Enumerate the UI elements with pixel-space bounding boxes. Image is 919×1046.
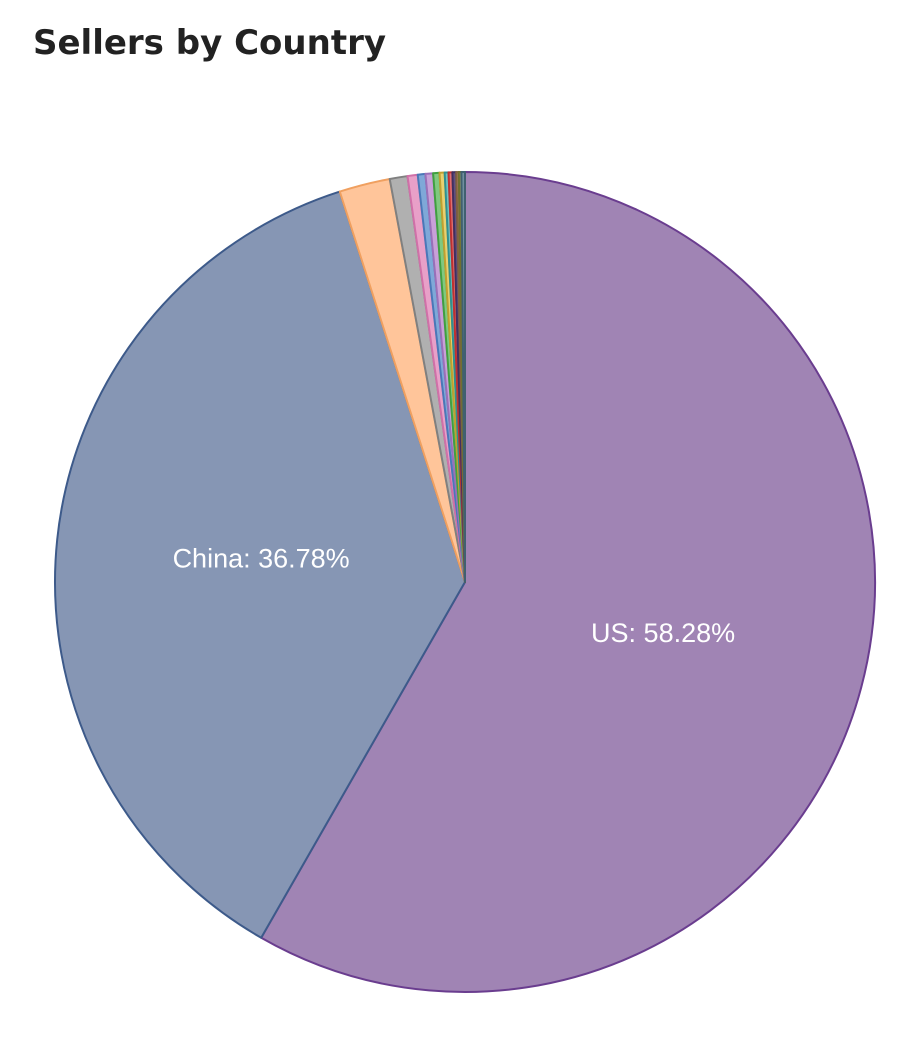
chart-title: Sellers by Country [33,23,386,63]
data-label: China: 36.78% [173,544,350,574]
pie-slice [260,171,876,993]
pie-slice [460,171,466,583]
pie-slice [54,190,466,939]
data-label: US: 58.28% [591,618,735,648]
